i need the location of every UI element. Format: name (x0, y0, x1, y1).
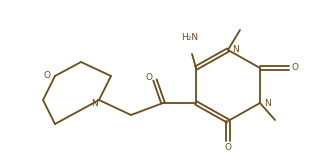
Text: N: N (92, 100, 98, 108)
Text: O: O (291, 64, 299, 73)
Text: N: N (232, 44, 239, 53)
Text: O: O (44, 71, 51, 80)
Text: N: N (264, 100, 271, 108)
Text: O: O (145, 73, 153, 82)
Text: H₂N: H₂N (181, 33, 198, 42)
Text: O: O (224, 142, 232, 151)
